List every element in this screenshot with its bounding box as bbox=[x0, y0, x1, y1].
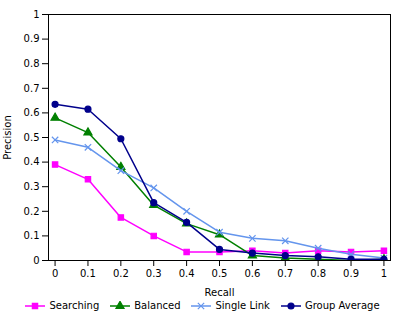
svg-text:1: 1 bbox=[33, 9, 39, 20]
svg-text:0.1: 0.1 bbox=[80, 268, 96, 279]
html-text:Single Link: Single Link bbox=[215, 300, 270, 311]
svg-text:0: 0 bbox=[33, 255, 39, 266]
svg-text:0.6: 0.6 bbox=[244, 268, 260, 279]
svg-text:0.3: 0.3 bbox=[146, 268, 162, 279]
html-text:Balanced: Balanced bbox=[134, 300, 181, 311]
svg-text:0.3: 0.3 bbox=[24, 181, 40, 192]
svg-text:0.2: 0.2 bbox=[113, 268, 129, 279]
svg-text:1: 1 bbox=[381, 268, 387, 279]
html-text:Searching: Searching bbox=[49, 300, 100, 311]
svg-text:0.7: 0.7 bbox=[277, 268, 293, 279]
svg-text:Recall: Recall bbox=[205, 287, 235, 298]
svg-text:0.4: 0.4 bbox=[179, 268, 195, 279]
svg-text:0.2: 0.2 bbox=[24, 206, 40, 217]
svg-text:0: 0 bbox=[52, 268, 58, 279]
svg-text:0.8: 0.8 bbox=[310, 268, 326, 279]
html-text:Group Average: Group Average bbox=[304, 300, 380, 311]
svg-text:0.9: 0.9 bbox=[24, 33, 40, 44]
svg-text:0.5: 0.5 bbox=[24, 132, 40, 143]
svg-text:0.8: 0.8 bbox=[24, 58, 40, 69]
svg-text:0.5: 0.5 bbox=[212, 268, 228, 279]
svg-text:0.6: 0.6 bbox=[24, 107, 40, 118]
svg-text:0.4: 0.4 bbox=[24, 156, 40, 167]
svg-text:0.9: 0.9 bbox=[343, 268, 359, 279]
svg-text:0.1: 0.1 bbox=[24, 230, 40, 241]
svg-text:Precision: Precision bbox=[2, 115, 13, 160]
svg-text:0.7: 0.7 bbox=[24, 83, 40, 94]
